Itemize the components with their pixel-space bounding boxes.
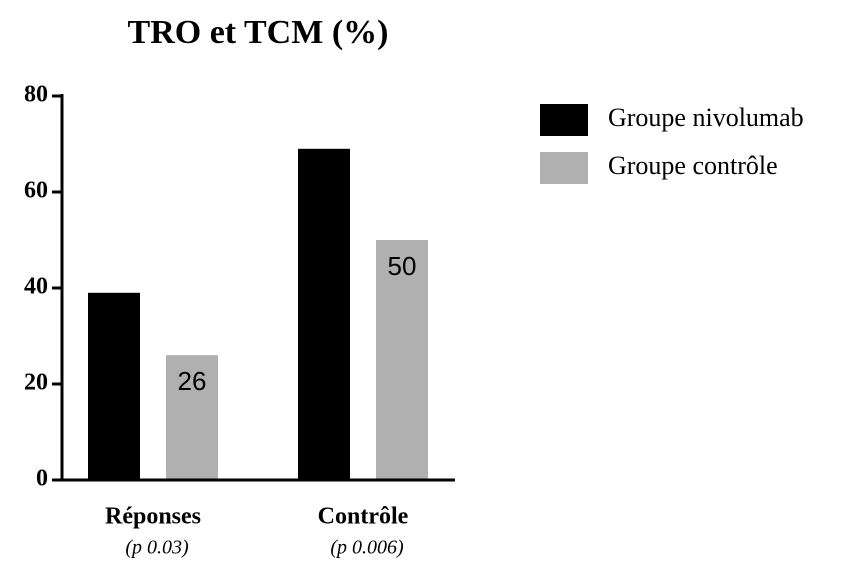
legend-swatch [540,152,588,184]
x-tick-label: Réponses [105,504,201,530]
x-tick-label: Contrôle [318,504,409,530]
y-tick-label: 80 [24,82,48,108]
y-tick-label: 0 [36,466,48,492]
legend-swatch [540,104,588,136]
y-tick-label: 60 [24,178,48,204]
legend-label: Groupe nivolumab [608,103,804,132]
legend-label: Groupe contrôle [608,151,778,180]
bar [298,148,350,481]
value-label: 26 [178,366,207,396]
x-tick-note: (p 0.03) [125,537,189,559]
bar [376,240,428,480]
value-label: 39 [100,304,129,334]
bar [88,292,140,480]
x-tick-note: (p 0.006) [330,537,404,559]
y-tick-label: 20 [24,370,48,396]
y-tick-label: 40 [24,274,48,300]
value-label: 50 [388,251,417,281]
chart-title: TRO et TCM (%) [128,14,389,51]
bar [166,355,218,480]
value-label: 69 [310,160,339,190]
